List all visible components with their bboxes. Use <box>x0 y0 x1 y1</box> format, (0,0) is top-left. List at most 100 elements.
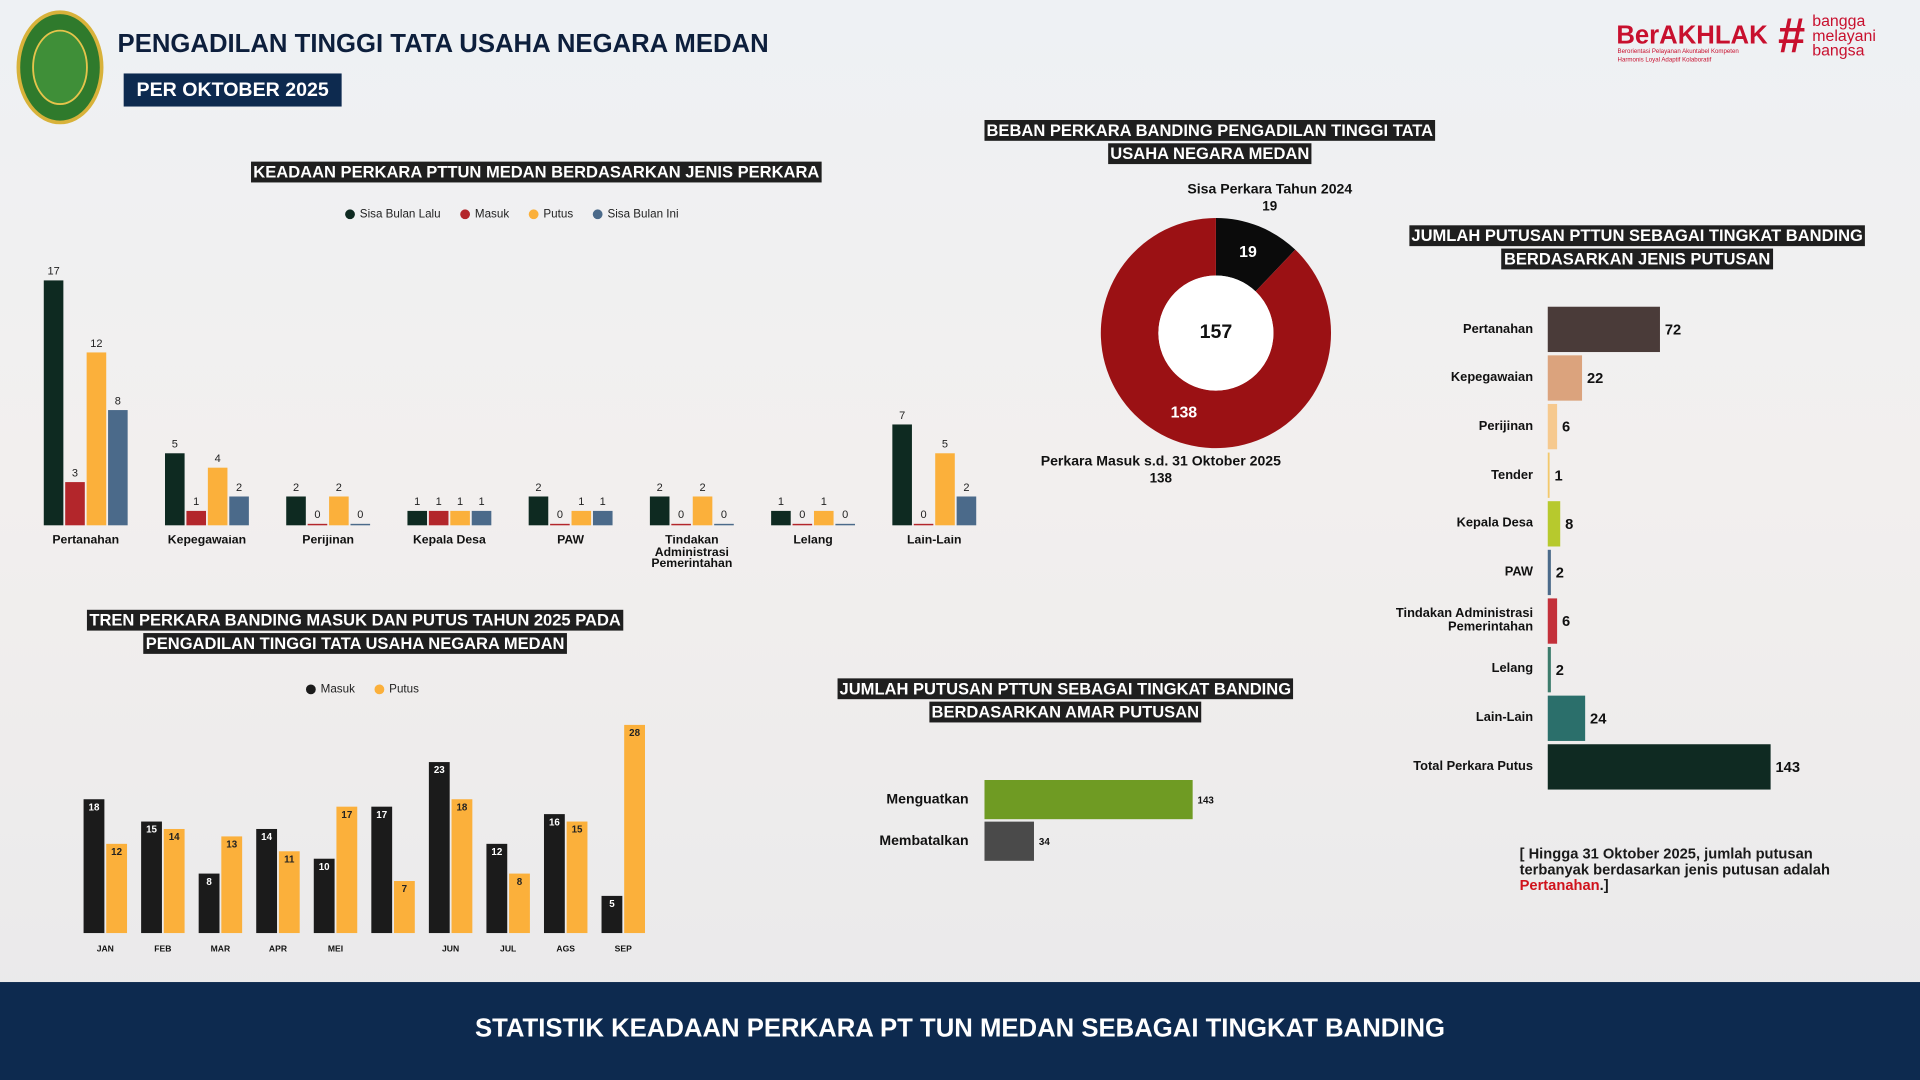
value-label: 0 <box>921 509 927 521</box>
value-label: 10 <box>319 862 330 873</box>
note-box: [ Hingga 31 Oktober 2025, jumlah putusan… <box>1519 846 1830 894</box>
bar <box>329 496 349 526</box>
value-label: 24 <box>1590 711 1607 727</box>
value-label: 0 <box>314 509 320 521</box>
chart-title-wrap: KEADAAN PERKARA PTTUN MEDAN BERDASARKAN … <box>218 160 855 183</box>
value-label: 0 <box>799 509 805 521</box>
category-label-box: Perijinan <box>1478 418 1534 434</box>
category-label: Total Perkara Putus <box>1413 758 1534 774</box>
bar <box>65 482 85 526</box>
value-label: 1 <box>478 496 484 508</box>
header-title: PENGADILAN TINGGI TATA USAHA NEGARA MEDA… <box>118 30 769 58</box>
brand-tagline: bangga <box>1812 13 1865 30</box>
category-label-box: SEP <box>614 945 632 954</box>
value-label: 4 <box>215 453 221 465</box>
category-label: JUN <box>442 945 460 954</box>
value-label: 2 <box>963 482 969 494</box>
brand-name: BerAKHLAK <box>1616 22 1768 50</box>
category-label-box: Lelang <box>1491 661 1534 677</box>
slice-value: 138 <box>1171 404 1198 421</box>
category-label: Lelang <box>793 535 833 548</box>
brand-values: Harmonis Loyal Adaptif Kolaboratif <box>1618 57 1712 64</box>
category-label-box: Pertanahan <box>52 535 120 548</box>
bar <box>336 806 358 934</box>
bar <box>1547 403 1558 450</box>
legend: Sisa Bulan Lalu Masuk Putus Sisa Bulan Ini <box>345 207 679 220</box>
category-label: Tindakan Administrasi Pemerintahan <box>651 535 733 571</box>
category-label: Perijinan <box>1478 418 1534 434</box>
chart-title: BEBAN PERKARA BANDING PENGADILAN TINGGI … <box>984 120 1436 165</box>
bar <box>407 510 428 526</box>
value-label: 3 <box>72 467 78 479</box>
category-label: AGS <box>556 945 575 954</box>
bar <box>714 523 734 526</box>
chart-title-wrap: TREN PERKARA BANDING MASUK DAN PUTUS TAH… <box>86 609 625 656</box>
value-label: 15 <box>146 825 157 836</box>
donut-slice <box>1100 217 1332 449</box>
bar <box>571 510 592 526</box>
bar <box>771 510 791 526</box>
value-label: 2 <box>657 482 663 494</box>
bar <box>550 523 570 526</box>
bar <box>935 453 955 526</box>
bar <box>393 881 415 934</box>
legend-label: Putus <box>389 682 419 695</box>
note-highlight: Pertanahan <box>1519 876 1600 894</box>
category-label: Tindakan Administrasi Pemerintahan <box>1395 606 1534 635</box>
legend-swatch <box>345 209 355 220</box>
value-label: 1 <box>1554 468 1562 484</box>
legend-label: Sisa Bulan Lalu <box>360 207 441 220</box>
category-label-box: JAN <box>97 945 114 954</box>
bar <box>165 453 185 526</box>
category-label-box: Tindakan Administrasi Pemerintahan <box>651 535 733 571</box>
value-label: 12 <box>491 847 502 858</box>
value-label: 0 <box>842 509 848 521</box>
bar <box>108 410 128 526</box>
value-label: 7 <box>402 884 408 895</box>
value-label: 1 <box>600 496 606 508</box>
value-label: 15 <box>572 825 583 836</box>
category-label: Kepala Desa <box>412 535 486 548</box>
category-label: Menguatkan <box>886 791 969 807</box>
value-label: 23 <box>434 765 445 776</box>
category-label-box: PAW <box>1505 565 1533 578</box>
category-label: SEP <box>614 945 632 954</box>
bar <box>450 510 470 526</box>
chart-title-wrap: JUMLAH PUTUSAN PTTUN SEBAGAI TINGKAT BAN… <box>813 677 1317 724</box>
value-label: 8 <box>115 395 121 407</box>
bar <box>1547 744 1771 790</box>
category-label-box: Kepegawaian <box>168 535 246 546</box>
chart-title-box: JUMLAH PUTUSAN PTTUN SEBAGAI TINGKAT BAN… <box>1408 225 1866 270</box>
bar <box>186 510 207 526</box>
category-label: FEB <box>154 945 172 954</box>
value-label: 22 <box>1587 371 1603 387</box>
category-label: Pertanahan <box>1463 321 1534 337</box>
bar <box>624 724 645 934</box>
legend: Masuk Putus <box>305 682 419 695</box>
brand-values: Berorientasi Pelayanan Akuntabel Kompete… <box>1618 48 1739 55</box>
category-label-box: Lain-Lain <box>1476 711 1533 724</box>
footer-text: STATISTIK KEADAAN PERKARA PT TUN MEDAN S… <box>475 1015 1445 1043</box>
legend-swatch <box>374 684 385 695</box>
category-label: Membatalkan <box>879 833 969 848</box>
category-label-box: Kepala Desa <box>1457 516 1533 529</box>
value-label: 5 <box>609 899 615 910</box>
bar <box>813 510 834 526</box>
logo <box>16 10 104 125</box>
bar <box>649 496 670 526</box>
category-label: Pertanahan <box>52 535 120 548</box>
category-label-box: MAR <box>211 945 231 954</box>
bar <box>1547 647 1551 693</box>
category-label: Lelang <box>1491 661 1534 677</box>
chart-title: JUMLAH PUTUSAN PTTUN SEBAGAI TINGKAT BAN… <box>1408 225 1866 270</box>
bar <box>1547 598 1558 644</box>
value-label: 17 <box>341 810 352 821</box>
logo-inner <box>32 29 88 105</box>
bar <box>229 496 249 526</box>
bar <box>83 799 105 934</box>
bar <box>371 806 393 934</box>
bar <box>163 828 185 934</box>
bar <box>956 496 977 526</box>
bar <box>286 496 306 526</box>
value-label: 143 <box>1198 795 1215 806</box>
